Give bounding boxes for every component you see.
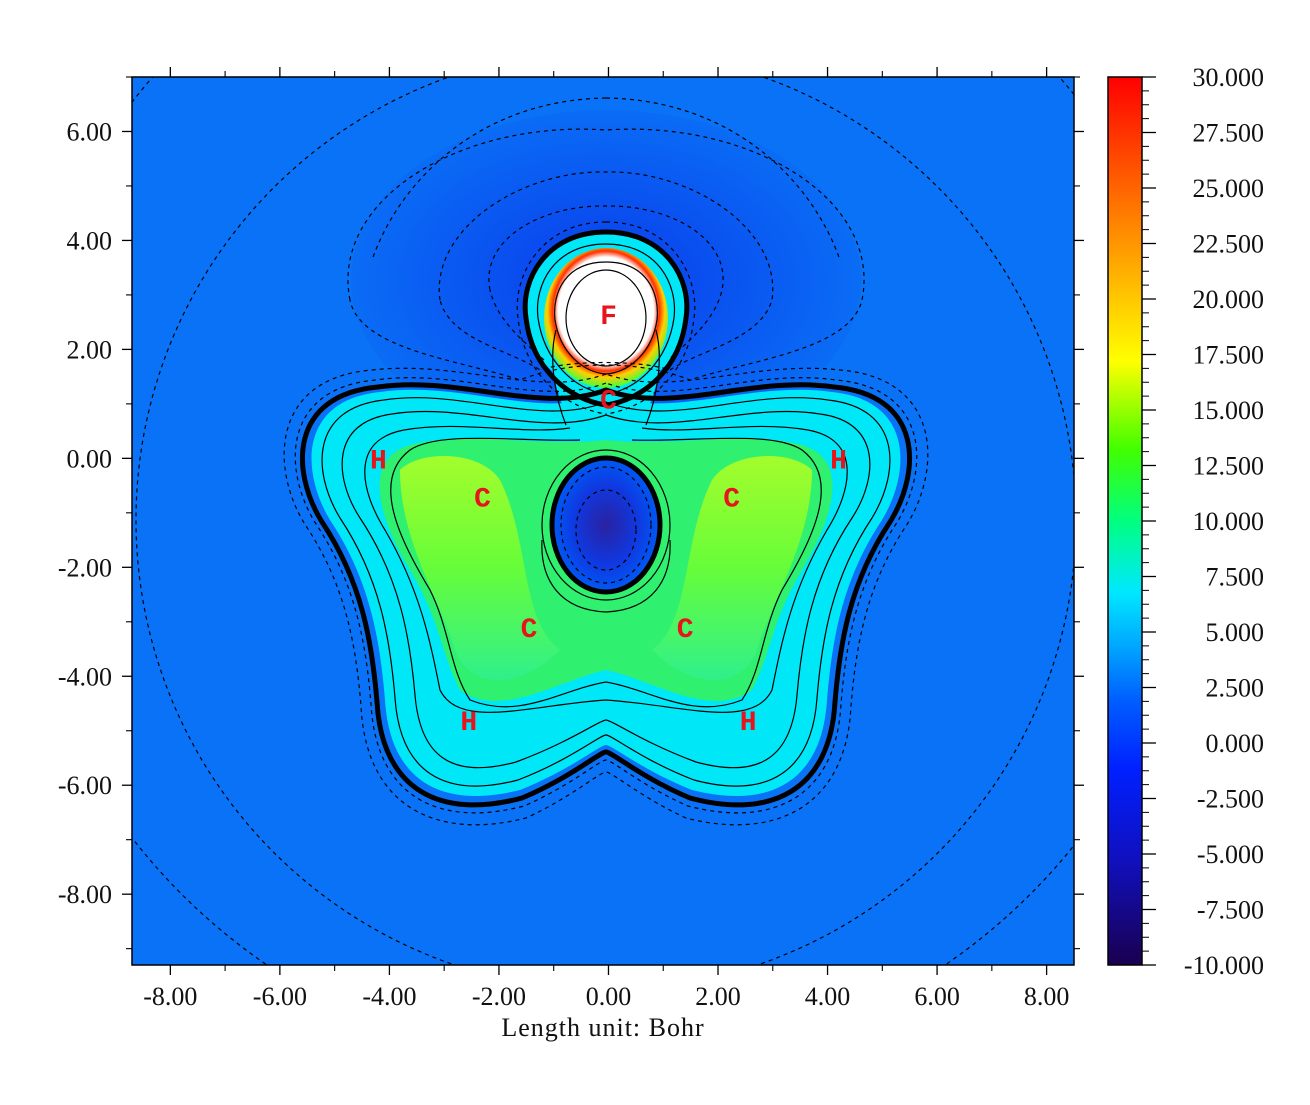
- y-tick-label: 0.00: [67, 444, 113, 473]
- colorbar-tick-label: -2.500: [1197, 785, 1264, 814]
- x-axis: -8.00 -6.00 -4.00 -2.00 0.00 2.00 4.00 6.00 8.00: [143, 67, 1069, 1011]
- colorbar-tick-label: 17.500: [1193, 341, 1265, 370]
- y-tick-label: -4.00: [58, 662, 112, 691]
- colorbar-tick-label: 2.500: [1206, 674, 1265, 703]
- atom-label-c: C: [723, 484, 740, 515]
- atom-labels: F C C C C C H H H H: [370, 302, 847, 739]
- x-tick-label: 8.00: [1024, 982, 1070, 1011]
- x-tick-label: 2.00: [695, 982, 741, 1011]
- atom-label-h: H: [740, 708, 757, 739]
- colorbar-tick-label: 20.000: [1193, 285, 1265, 314]
- x-tick-label: -2.00: [472, 982, 526, 1011]
- colorbar-tick-label: 27.500: [1193, 119, 1265, 148]
- colorbar-tick-label: 25.000: [1193, 174, 1265, 203]
- colorbar-tick-label: -7.500: [1197, 896, 1264, 925]
- atom-label-h: H: [460, 708, 477, 739]
- x-tick-label: 4.00: [805, 982, 851, 1011]
- y-axis: 6.00 4.00 2.00 0.00 -2.00 -4.00 -6.00 -8.00: [58, 76, 1084, 950]
- x-tick-label: 6.00: [914, 982, 960, 1011]
- colorbar-tick-label: 30.000: [1193, 63, 1265, 92]
- colorbar-tick-label: 5.000: [1206, 618, 1265, 647]
- atom-label-h: H: [370, 446, 387, 477]
- colorbar: [1107, 76, 1143, 966]
- y-tick-label: 2.00: [67, 335, 113, 364]
- atom-label-f: F: [600, 302, 617, 333]
- colorbar-tick-label: 15.000: [1193, 396, 1265, 425]
- colorbar-ticks: 30.000 27.500 25.000 22.500 20.000 17.500 15.0…: [1142, 63, 1264, 980]
- colorbar-tick-label: -10.000: [1184, 951, 1264, 980]
- x-axis-title: Length unit: Bohr: [501, 1013, 704, 1042]
- y-tick-label: -8.00: [58, 880, 112, 909]
- atom-label-c: C: [677, 615, 694, 646]
- atom-label-h: H: [830, 446, 847, 477]
- y-tick-label: -2.00: [58, 553, 112, 582]
- colorbar-tick-label: 22.500: [1193, 230, 1265, 259]
- contour-lines: [132, 77, 1074, 965]
- atom-label-c: C: [600, 386, 617, 417]
- x-tick-label: -8.00: [143, 982, 197, 1011]
- y-tick-label: 6.00: [67, 117, 113, 146]
- x-tick-label: 0.00: [586, 982, 632, 1011]
- y-tick-label: -6.00: [58, 771, 112, 800]
- colorbar-tick-label: 7.500: [1206, 563, 1265, 592]
- plot-frame: [131, 76, 1075, 966]
- colorbar-tick-label: 0.000: [1206, 729, 1265, 758]
- atom-label-c: C: [521, 615, 538, 646]
- colorbar-tick-label: 10.000: [1193, 507, 1265, 536]
- heatmap-plot-area: [132, 77, 1074, 965]
- y-tick-label: 4.00: [67, 226, 113, 255]
- atom-label-c: C: [474, 484, 491, 515]
- colorbar-tick-label: -5.000: [1197, 840, 1264, 869]
- x-tick-label: -6.00: [253, 982, 307, 1011]
- x-tick-label: -4.00: [362, 982, 416, 1011]
- colorbar-tick-label: 12.500: [1193, 452, 1265, 481]
